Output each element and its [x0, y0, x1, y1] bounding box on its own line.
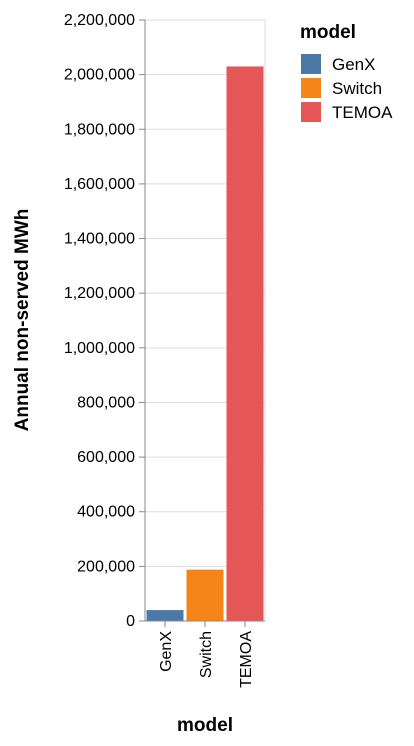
legend-label-temoa: TEMOA [332, 103, 393, 122]
legend-label-switch: Switch [332, 79, 382, 98]
bar-genx [146, 610, 184, 621]
y-axis-title: Annual non-served MWh [12, 209, 33, 432]
x-axis-title: model [177, 715, 233, 736]
legend-swatch-genx [301, 54, 321, 74]
bar-switch [186, 569, 224, 621]
legend-title: model [300, 22, 356, 43]
y-tick-label: 1,800,000 [64, 121, 135, 138]
y-tick-label: 1,000,000 [64, 340, 135, 357]
legend-swatch-switch [301, 78, 321, 98]
x-tick-label: TEMOA [238, 631, 255, 688]
gridlines [145, 19, 266, 622]
y-tick-label: 1,200,000 [64, 285, 135, 302]
y-tick-label: 1,400,000 [64, 231, 135, 248]
y-tick-label: 0 [126, 613, 135, 630]
y-tick-label: 800,000 [77, 394, 135, 411]
y-tick-label: 600,000 [77, 449, 135, 466]
x-tick-label: GenX [158, 631, 175, 672]
y-tick-label: 200,000 [77, 558, 135, 575]
bars [146, 66, 264, 621]
legend: model GenX Switch TEMOA [300, 22, 393, 122]
plot-area: 0 200,000 400,000 600,000 800,000 1,000,000 1,… [64, 12, 266, 688]
bar-temoa [226, 66, 264, 621]
legend-swatch-temoa [301, 102, 321, 122]
y-tick-label: 1,600,000 [64, 176, 135, 193]
y-tick-label: 400,000 [77, 504, 135, 521]
y-tick-label: 2,200,000 [64, 12, 135, 29]
x-axis: GenX Switch TEMOA [145, 620, 265, 688]
y-tick-label: 2,000,000 [64, 67, 135, 84]
x-tick-label: Switch [198, 631, 215, 678]
y-axis: 0 200,000 400,000 600,000 800,000 1,000,000 1,… [64, 12, 146, 630]
legend-label-genx: GenX [332, 55, 375, 74]
